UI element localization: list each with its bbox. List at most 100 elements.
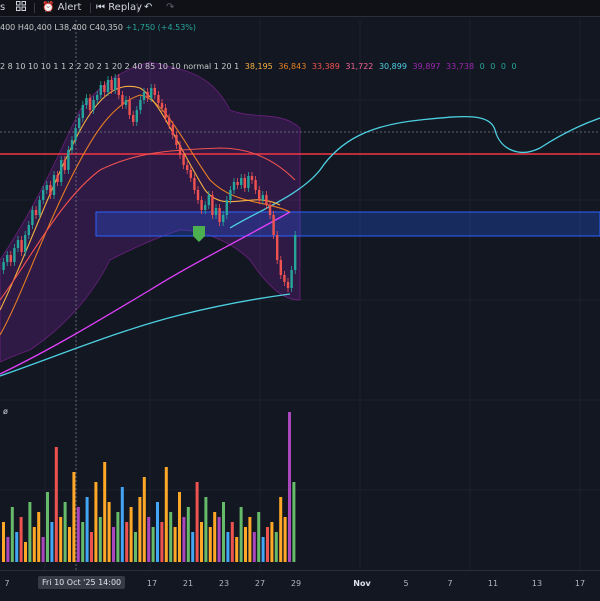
- candle-body: [250, 176, 254, 180]
- indicator-value: 30,899: [378, 62, 407, 71]
- candle-body: [240, 178, 243, 185]
- candle-body: [6, 255, 9, 262]
- volume-bar: [230, 522, 234, 562]
- candle-body: [135, 110, 138, 122]
- ohlc-low: L38,400: [54, 23, 87, 32]
- candle-body: [186, 165, 189, 170]
- volume-bar: [195, 482, 199, 562]
- toolbar-fragment: s: [0, 2, 6, 13]
- time-axis[interactable]: 7 15 17 21 23 27 29 Nov 5 7 11 13 17 Fri…: [0, 570, 600, 601]
- volume-bar: [147, 517, 151, 562]
- volume-bar: [208, 527, 212, 562]
- candle-body: [207, 195, 210, 205]
- candle-body: [258, 190, 261, 200]
- candle-body: [229, 190, 232, 200]
- candle-body: [124, 100, 128, 105]
- candle-body: [196, 190, 200, 200]
- candle-body: [153, 88, 156, 95]
- candle-body: [96, 95, 99, 100]
- alert-label: Alert: [57, 2, 82, 13]
- redo-icon[interactable]: ↷: [166, 2, 175, 13]
- candle-body: [204, 205, 207, 210]
- candle-body: [247, 176, 250, 188]
- candle-body: [232, 182, 236, 190]
- candle-body: [13, 248, 16, 262]
- ohlc-change: +1,750 (+4.53%): [125, 23, 197, 32]
- volume-bar: [257, 512, 261, 562]
- volume-bar: [164, 467, 168, 562]
- volume-bar: [125, 522, 129, 562]
- candle-body: [265, 195, 268, 205]
- time-tick: 7: [4, 579, 10, 588]
- candle-body: [175, 135, 178, 145]
- indicator-value: 0: [511, 62, 517, 71]
- ohlc-open: 400: [0, 23, 16, 32]
- volume-bar: [19, 517, 23, 562]
- volume-bar: [6, 537, 10, 562]
- volume-bar: [151, 527, 155, 562]
- replay-icon: ⏮: [96, 2, 105, 13]
- volume-bar: [63, 502, 67, 562]
- time-tick: 17: [574, 579, 586, 588]
- volume-bar: [134, 532, 137, 562]
- volume-bar: [54, 447, 58, 562]
- volume-bar: [248, 517, 252, 562]
- alarm-clock-icon: ⏰: [42, 2, 55, 13]
- candle-body: [42, 190, 45, 200]
- volume-bar: [270, 522, 274, 562]
- candle-body: [243, 178, 246, 188]
- candle-body: [211, 195, 214, 215]
- volume-bar: [32, 527, 36, 562]
- indicator-value: 0: [479, 62, 485, 71]
- layout-grid-icon[interactable]: [16, 1, 26, 15]
- candle-body: [290, 270, 293, 288]
- volume-bar: [94, 482, 98, 562]
- candle-body: [20, 240, 23, 252]
- toolbar-divider: [90, 3, 91, 13]
- candle-body: [60, 160, 63, 182]
- candle-body: [178, 145, 182, 155]
- volume-bar: [129, 507, 133, 562]
- ma-red-line: [0, 147, 296, 301]
- candle-body: [168, 118, 171, 125]
- candle-body: [286, 282, 290, 288]
- alert-button[interactable]: ⏰ Alert: [42, 1, 81, 14]
- indicator-value: 39,897: [412, 62, 441, 71]
- indicator-legend[interactable]: 2 8 10 10 10 1 1 2 2 20 2 1 20 2 40 85 1…: [0, 62, 520, 71]
- ma-cyan-line: [0, 293, 291, 377]
- volume-bar: [204, 497, 208, 562]
- indicator-value: 33,389: [311, 62, 340, 71]
- volume-bar: [59, 517, 63, 562]
- volume-bar: [200, 522, 203, 562]
- volume-bar: [156, 502, 159, 562]
- candle-body: [164, 108, 167, 118]
- toolbar-divider: [137, 3, 138, 13]
- candle-body: [38, 200, 41, 215]
- candle-body: [222, 215, 225, 222]
- candle-body: [261, 195, 264, 200]
- volume-bar: [85, 497, 89, 562]
- volume-bar: [46, 492, 49, 562]
- candle-body: [139, 100, 142, 110]
- ma-yellow-line: [0, 85, 281, 311]
- undo-icon[interactable]: ↶: [144, 2, 153, 13]
- indicator-value: 38,195: [244, 62, 273, 71]
- volume-bar: [239, 507, 243, 562]
- volume-bar: [107, 502, 111, 562]
- candle-body: [88, 98, 92, 110]
- bull-signal-marker: [193, 226, 205, 242]
- candle-body: [9, 255, 12, 262]
- replay-button[interactable]: ⏮ Replay: [96, 1, 142, 14]
- volume-bar: [283, 517, 287, 562]
- crosshair-time-label: Fri 10 Oct '25 14:00: [38, 576, 126, 589]
- candle-body: [268, 205, 272, 215]
- candle-body: [81, 105, 84, 118]
- time-tick: 11: [487, 579, 499, 588]
- volume-bar: [292, 482, 296, 562]
- candle-body: [146, 92, 149, 98]
- volume-bar: [28, 502, 32, 562]
- candle-body: [31, 210, 34, 225]
- candle-body: [63, 160, 66, 170]
- candle-body: [67, 150, 70, 170]
